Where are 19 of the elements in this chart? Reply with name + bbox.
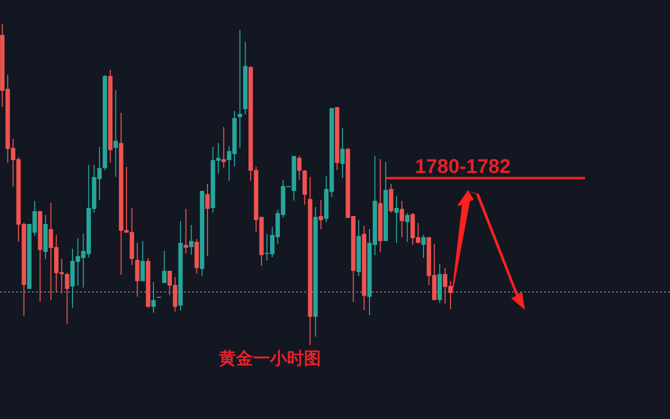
candlestick [151,282,156,314]
candlestick [114,90,118,178]
annotation: 1780-1782 [415,156,511,178]
candlestick [405,212,410,242]
candlestick [140,240,145,282]
candlestick [318,199,324,230]
candlestick [162,250,166,284]
candlestick [189,224,194,256]
candlestick [64,272,70,324]
candlestick [400,200,404,238]
candlestick [238,30,242,148]
candlestick [297,155,302,180]
candlestick [135,242,140,298]
candlestick [205,183,210,256]
candlestick [340,128,345,179]
candlestick [222,126,226,168]
text: 黄金一小时图 [218,349,321,369]
candlestick [421,234,426,259]
candlestick [388,183,394,214]
